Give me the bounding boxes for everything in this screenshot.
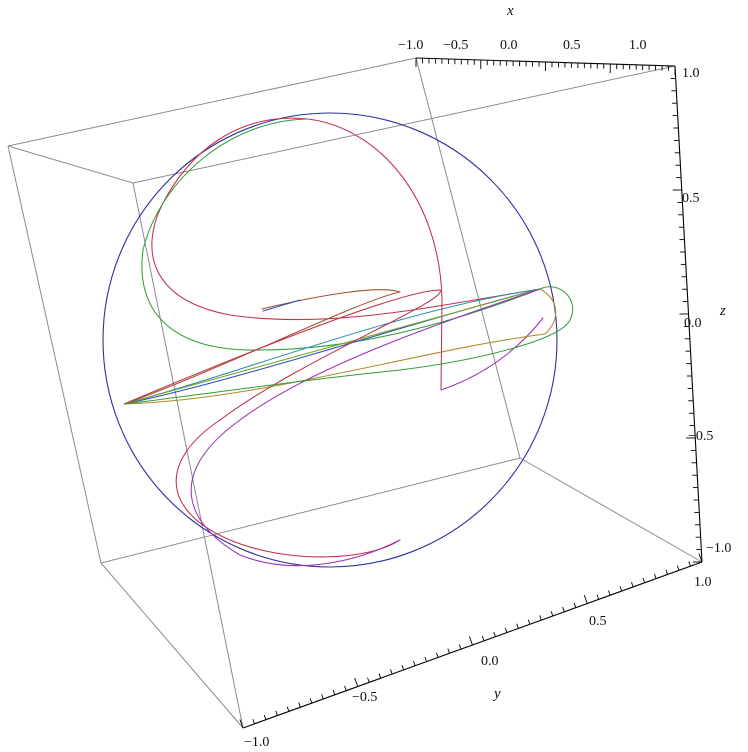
y-axis-tick (239, 719, 244, 729)
box-edge (519, 457, 703, 563)
y-axis-tick (504, 627, 508, 633)
y-tick-label: −0.5 (352, 690, 377, 705)
y-axis-tick (596, 594, 600, 600)
y-axis-tick (354, 677, 359, 687)
y-axis-tick (469, 636, 473, 646)
y-axis-tick (608, 590, 611, 596)
y-axis-tick (688, 561, 691, 567)
y-axis-tick (573, 602, 577, 608)
z-tick-label: −0.5 (688, 429, 713, 444)
y-axis-tick (583, 594, 588, 604)
x-axis-ticks (415, 58, 676, 75)
x-tick-label: 0.5 (563, 38, 581, 53)
y-axis-tick (698, 553, 703, 563)
y-axis-tick (332, 689, 336, 695)
z-tick-label: −1.0 (706, 541, 731, 556)
x-axis-label: x (506, 3, 514, 19)
trajectory-curve (262, 299, 301, 312)
y-axis-tick (413, 660, 416, 666)
bounding-box (7, 57, 703, 729)
y-axis-tick (619, 586, 623, 592)
unit-sphere-outline (102, 112, 558, 568)
y-axis-tick (367, 677, 370, 683)
y-axis-tick (676, 565, 680, 571)
y-axis-tick (653, 573, 657, 579)
y-axis-tick (275, 710, 278, 716)
y-axis-tick (263, 714, 267, 720)
trajectory-curve (123, 289, 401, 405)
y-axis-tick (298, 702, 301, 708)
trajectory-curve (123, 288, 541, 405)
y-axis-tick (390, 669, 393, 675)
x-tick-label: −1.0 (398, 38, 423, 53)
x-tick-label: −0.5 (443, 38, 468, 53)
y-tick-label: −1.0 (244, 735, 269, 750)
y-axis-tick (309, 698, 313, 704)
x-tick-label: 0.0 (500, 38, 518, 53)
trajectory-curve (151, 117, 541, 391)
x-tick-label: 1.0 (629, 38, 647, 53)
trajectory-curve (123, 288, 541, 405)
y-tick-label: 0.0 (481, 654, 499, 669)
z-tick-label: 1.0 (682, 66, 700, 81)
y-axis-tick (493, 631, 496, 637)
box-edge (7, 145, 134, 184)
box-edge (132, 182, 244, 729)
y-axis-tick (642, 577, 646, 583)
z-axis-label: z (719, 303, 726, 319)
box-edge (100, 562, 244, 729)
labeled-axes: −1.0 −0.5 0.0 0.5 1.0 x 1.0 0.5 0.0 −0.5… (239, 3, 731, 750)
trajectory-curves (123, 117, 574, 567)
y-axis-tick (516, 623, 519, 629)
y-axis-tick (447, 648, 450, 654)
trajectory-curve (440, 317, 544, 391)
box-edge (7, 57, 417, 147)
box-edge (132, 65, 676, 184)
trajectory-curve (123, 286, 574, 405)
y-axis-tick (539, 615, 542, 621)
box-edge (415, 57, 521, 459)
y-axis-tick (562, 606, 565, 612)
y-axis-tick (435, 652, 439, 658)
trajectory-curve (123, 288, 557, 405)
y-axis-label: y (492, 686, 501, 702)
y-axis-tick (401, 665, 405, 671)
y-tick-label: 0.5 (589, 614, 607, 629)
z-tick-label: 0.5 (682, 191, 700, 206)
box-edge (7, 145, 102, 564)
trajectory-curve (190, 288, 541, 567)
y-axis-tick (252, 718, 255, 725)
y-axis-tick (378, 673, 382, 679)
trajectory-curve (123, 289, 441, 558)
y-axis-tick (286, 706, 290, 712)
y-axis-tick (665, 569, 668, 575)
y-axis-tick (321, 694, 324, 700)
trajectory-curve (141, 118, 541, 351)
y-axis-tick (458, 644, 462, 650)
y-axis-tick (550, 611, 554, 617)
y-tick-label: 1.0 (694, 575, 712, 590)
y-axis-tick (481, 635, 485, 642)
z-tick-label: 0.0 (684, 316, 702, 331)
y-axis-tick (424, 656, 428, 662)
y-axis-tick (631, 582, 634, 588)
y-axis-tick (344, 685, 347, 691)
z-axis-ticks (666, 65, 702, 563)
y-axis-ticks (239, 553, 703, 729)
y-axis-tick (527, 619, 531, 625)
box-edge (100, 457, 521, 564)
